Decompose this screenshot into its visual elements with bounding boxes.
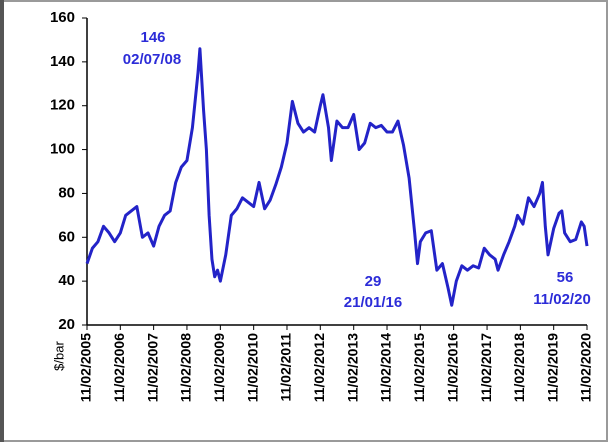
x-tick-label: 11/02/2018	[511, 333, 527, 403]
x-tick-label: 11/02/2017	[478, 333, 494, 403]
annotation-date: 21/01/16	[344, 294, 402, 311]
y-tick-label: 80	[58, 184, 75, 201]
y-tick-label: 60	[58, 228, 75, 245]
x-tick-label: 11/02/2009	[211, 333, 227, 403]
x-tick-label: 11/02/2016	[444, 333, 460, 403]
x-tick-label: 11/02/2008	[178, 333, 194, 403]
x-tick-label: 11/02/2007	[144, 333, 160, 403]
annotation-value: 56	[557, 269, 574, 286]
y-tick-label: 120	[50, 97, 75, 114]
x-tick-label: 11/02/2010	[244, 333, 260, 403]
y-tick-label: 140	[50, 53, 75, 70]
x-tick-label: 11/02/2019	[544, 333, 560, 403]
y-tick-label: 40	[58, 272, 75, 289]
x-tick-label: 11/02/2020	[578, 333, 594, 403]
x-tick-label: 11/02/2015	[411, 333, 427, 403]
x-tick-label: 11/02/2013	[344, 333, 360, 403]
annotation-date: 02/07/08	[123, 51, 181, 68]
x-tick-label: 11/02/2014	[378, 333, 394, 403]
annotation-date: 11/02/20	[533, 291, 591, 308]
x-tick-label: 11/02/2011	[278, 333, 294, 402]
annotation-value: 146	[140, 29, 165, 46]
x-tick-label: 11/02/2005	[78, 333, 94, 403]
y-tick-label: 160	[50, 9, 75, 26]
annotation-value: 29	[365, 273, 382, 290]
y-tick-label: 20	[58, 316, 75, 333]
x-tick-label: 11/02/2006	[111, 333, 127, 403]
price-line	[85, 47, 589, 307]
y-tick-label: 100	[50, 141, 75, 158]
x-tick-label: 11/02/2012	[311, 333, 327, 403]
left-edge	[0, 0, 4, 442]
y-axis-label: $/bar	[51, 341, 66, 371]
